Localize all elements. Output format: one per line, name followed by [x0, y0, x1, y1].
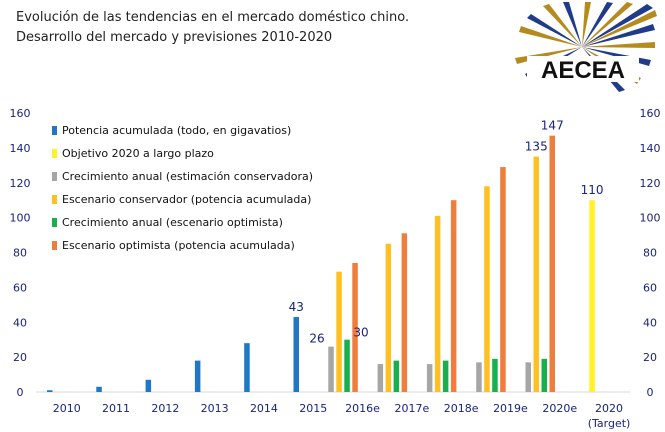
bar	[352, 262, 358, 392]
bar	[328, 346, 334, 392]
chart-title: Evolución de las tendencias en el mercad…	[16, 8, 409, 48]
x-tick-label: 2013	[201, 402, 229, 415]
legend: Potencia acumulada (todo, en gigavatios)…	[52, 124, 313, 252]
bar	[541, 358, 547, 392]
data-label: 43	[289, 300, 304, 314]
logo-text: AECEA	[541, 57, 625, 84]
x-tick-label: 2020e	[542, 402, 577, 415]
x-tick-label: 2010	[53, 402, 81, 415]
y-tick-right: 0	[647, 386, 654, 399]
bar	[336, 271, 342, 392]
y-tick-right: 80	[643, 247, 657, 260]
y-tick-left: 60	[13, 281, 27, 294]
legend-entry: Escenario conservador (potencia acumulad…	[62, 193, 311, 206]
x-tick-label: 2020	[595, 402, 623, 415]
y-tick-left: 100	[10, 212, 31, 225]
x-tick-label: 2019e	[493, 402, 528, 415]
legend-entry: Crecimiento anual (escenario optimista)	[62, 216, 283, 229]
bar	[525, 362, 531, 392]
legend-entry: Objetivo 2020 a largo plazo	[62, 147, 214, 160]
bar	[145, 379, 152, 392]
x-tick-note: (Target)	[588, 417, 631, 430]
title-line-2: Desarrollo del mercado y previsiones 201…	[16, 30, 333, 45]
legend-entry: Crecimiento anual (estimación conservado…	[62, 170, 313, 183]
y-tick-right: 140	[640, 142, 661, 155]
x-tick-label: 2012	[151, 402, 179, 415]
y-axis-right: 0 20 40 60 80 100 120 140 160	[640, 107, 661, 399]
aecea-logo: AECEA	[515, 2, 657, 92]
bar	[401, 233, 408, 392]
bar	[47, 390, 53, 392]
legend-swatch	[52, 195, 57, 204]
bar	[96, 386, 102, 392]
y-tick-right: 60	[643, 281, 657, 294]
bar	[492, 358, 498, 392]
legend-swatch	[52, 126, 57, 135]
x-tick-label: 2016e	[345, 402, 380, 415]
y-tick-left: 40	[13, 316, 27, 329]
y-tick-right: 120	[640, 177, 661, 190]
y-tick-left: 120	[10, 177, 31, 190]
bar	[442, 360, 449, 392]
y-tick-left: 0	[17, 386, 24, 399]
data-label: 30	[353, 326, 368, 340]
bar	[344, 339, 350, 392]
x-axis-ticks: 2010 2011 2012 2013 2014 2015 2016e 2017e 2018e 2…	[53, 402, 631, 430]
y-tick-right: 20	[643, 351, 657, 364]
bar	[484, 186, 490, 392]
bar	[589, 200, 595, 392]
x-tick-label: 2014	[250, 402, 278, 415]
y-tick-left: 160	[10, 107, 31, 120]
y-axis-left: 0 20 40 60 80 100 120 140 160	[10, 107, 31, 399]
x-tick-label: 2015	[299, 402, 327, 415]
legend-swatch	[52, 218, 57, 227]
bar	[426, 364, 433, 392]
x-tick-label: 2018e	[444, 402, 479, 415]
y-tick-left: 20	[13, 351, 27, 364]
y-tick-right: 40	[643, 316, 657, 329]
y-tick-right: 160	[640, 107, 661, 120]
legend-swatch	[52, 241, 57, 250]
title-line-1: Evolución de las tendencias en el mercad…	[16, 10, 410, 25]
bar	[450, 200, 457, 392]
legend-swatch	[52, 149, 57, 158]
bar	[476, 362, 482, 392]
y-tick-left: 140	[10, 142, 31, 155]
bar	[549, 135, 555, 392]
bars	[47, 135, 595, 392]
bar	[533, 156, 539, 392]
data-labels: 43 26 30 135 147 110	[289, 119, 604, 346]
bar	[393, 360, 400, 392]
bar	[194, 360, 201, 392]
data-label: 147	[541, 119, 564, 133]
y-tick-right: 100	[640, 212, 661, 225]
bar	[293, 317, 299, 392]
legend-entry: Potencia acumulada (todo, en gigavatios)	[62, 124, 291, 137]
x-tick-label: 2017e	[394, 402, 429, 415]
data-label: 110	[581, 183, 604, 197]
data-label: 135	[525, 140, 548, 154]
bar	[500, 167, 506, 392]
bar	[244, 343, 250, 392]
bar	[385, 243, 392, 392]
y-tick-left: 80	[13, 247, 27, 260]
bar	[377, 364, 384, 392]
bar	[434, 215, 441, 392]
legend-swatch	[52, 172, 57, 181]
data-label: 26	[309, 332, 324, 346]
x-tick-label: 2011	[102, 402, 130, 415]
legend-entry: Escenario optimista (potencia acumulada)	[62, 239, 295, 252]
